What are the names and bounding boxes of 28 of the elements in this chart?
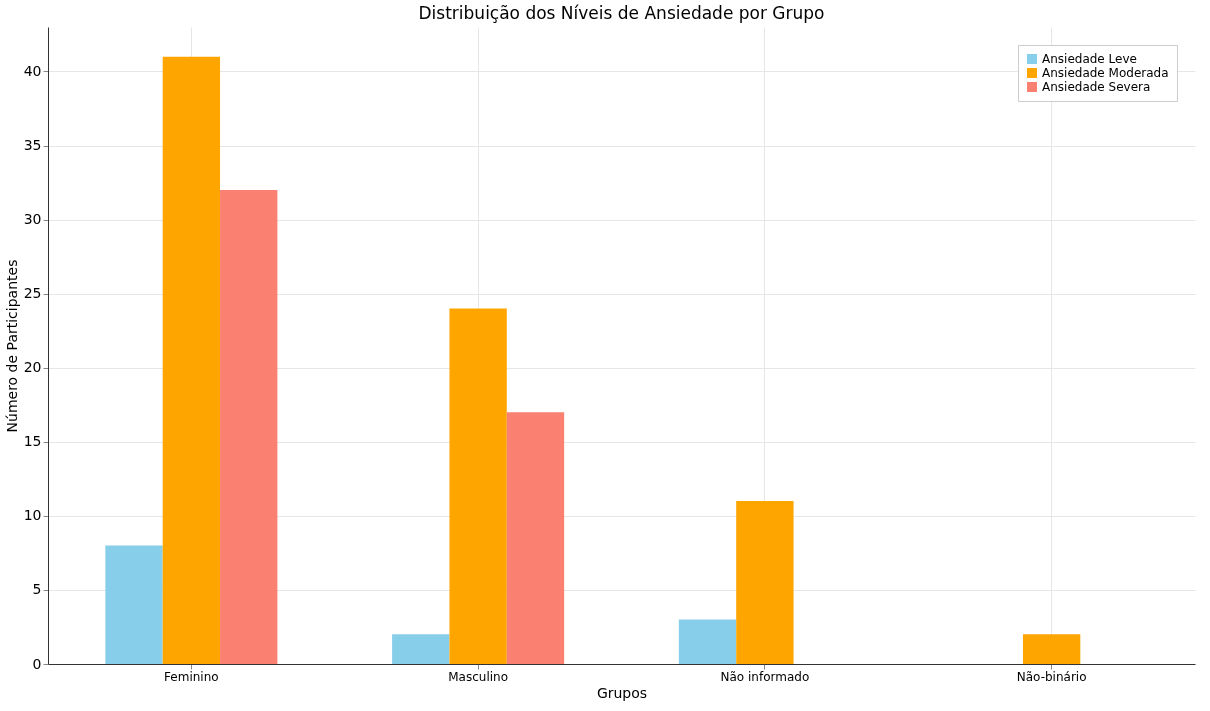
legend-label: Ansiedade Moderada — [1042, 66, 1169, 80]
bar — [506, 412, 565, 664]
x-tick-label: Masculino — [448, 669, 509, 684]
bar — [162, 56, 221, 664]
y-tick-label: 5 — [32, 581, 42, 598]
y-tick-label: 40 — [23, 62, 42, 79]
bar — [1022, 634, 1081, 664]
x-tick-label: Não informado — [720, 669, 810, 684]
y-axis-title: Número de Participantes — [3, 259, 20, 433]
x-axis-title: Grupos — [596, 684, 648, 701]
y-tick-label: 25 — [23, 285, 42, 302]
legend-label: Ansiedade Leve — [1042, 52, 1137, 66]
bar — [736, 501, 794, 664]
y-tick-label: 20 — [23, 359, 42, 376]
bar — [220, 189, 278, 664]
y-tick-label: 35 — [23, 137, 42, 154]
bar — [449, 308, 507, 664]
y-tick-label: 15 — [23, 433, 42, 450]
y-tick-label: 0 — [32, 655, 42, 672]
y-tick-label: 10 — [23, 507, 42, 524]
bar — [392, 634, 450, 664]
chart-title: Distribuição dos Níveis de Ansiedade por Grupo — [418, 3, 825, 23]
bar — [678, 619, 737, 664]
legend-label: Ansiedade Severa — [1042, 80, 1151, 94]
y-tick-label: 30 — [23, 211, 42, 228]
x-tick-label: Feminino — [164, 669, 219, 684]
x-tick-label: Não-binário — [1016, 669, 1087, 684]
bar — [105, 545, 163, 664]
